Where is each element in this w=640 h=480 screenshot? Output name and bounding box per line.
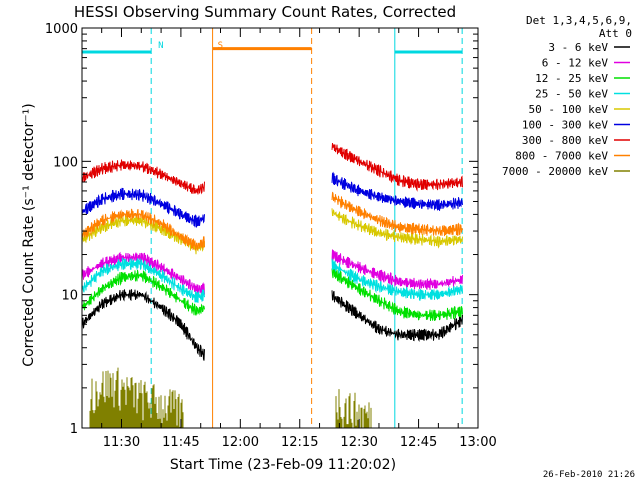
interval-annotation-n: N [158,41,163,51]
series-line-6-12-kev [81,251,205,295]
y-tick-label: 10 [61,289,78,304]
legend-label: 7000 - 20000 keV [502,165,608,178]
legend-label: 3 - 6 keV [548,41,608,54]
x-tick-label: 12:15 [281,435,318,450]
legend-label: 300 - 800 keV [522,134,608,147]
legend-label: 50 - 100 keV [529,103,609,116]
chart-title: HESSI Observing Summary Count Rates, Cor… [74,3,456,21]
legend-label: 800 - 7000 keV [515,150,608,163]
series-line-800-7000-kev [331,191,463,237]
series-line-6-12-kev [331,249,463,290]
series-line-25-50-kev [81,257,205,303]
legend-header: Det 1,3,4,5,6,9, [526,14,632,27]
generation-timestamp: 26-Feb-2010 21:26 [543,470,635,480]
series-line-12-25-kev [331,266,463,322]
series-line-7000-20000-kev [335,389,372,428]
interval-annotation-s: S [218,41,223,51]
x-tick-label: 12:45 [400,435,437,450]
series-line-50-100-kev [331,208,463,249]
series-line-25-50-kev [331,258,463,301]
y-tick-label: 1 [70,422,78,437]
series-line-800-7000-kev [81,208,205,252]
x-tick-label: 12:30 [340,435,377,450]
legend-label: 6 - 12 keV [542,57,609,70]
series-line-12-25-kev [81,269,205,316]
legend: Det 1,3,4,5,6,9,Att 03 - 6 keV 6 - 12 keV… [502,14,632,178]
series-line-100-300-kev [81,187,205,228]
x-tick-label: 13:00 [459,435,496,450]
x-tick-label: 11:45 [162,435,199,450]
y-axis-label: Corrected Count Rate (s⁻¹ detector⁻¹) [21,103,37,366]
legend-label: 25 - 50 keV [535,88,608,101]
series-line-300-800-kev [331,142,463,192]
plot-area: N S 1 10 100 1000 11:30 11:45 12:00 12:15 12:30 12:… [45,22,497,450]
series-line-7000-20000-kev [89,367,185,428]
x-tick-label: 11:30 [103,435,140,450]
y-tick-label: 100 [53,155,78,170]
legend-label: 100 - 300 keV [522,119,608,132]
x-axis-label: Start Time (23-Feb-09 11:20:02) [170,457,396,473]
series-line-3-6-kev [331,290,463,343]
series-line-100-300-kev [331,171,463,211]
y-tick-label: 1000 [45,22,78,37]
series-line-3-6-kev [81,289,205,361]
legend-label: 12 - 25 keV [535,72,608,85]
series-line-300-800-kev [81,159,205,195]
legend-header: Att 0 [599,27,632,40]
x-tick-label: 12:00 [222,435,259,450]
